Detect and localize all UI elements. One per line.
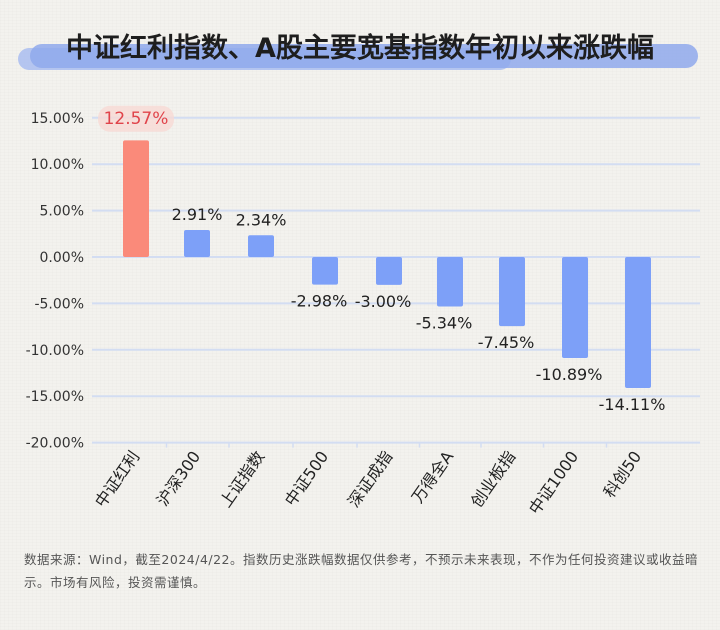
- chart-title: 中证红利指数、A股主要宽基指数年初以来涨跌幅: [66, 33, 654, 64]
- bar-科创50: [625, 257, 651, 388]
- value-label: -2.98%: [291, 292, 348, 311]
- source-footnote: 数据来源：Wind，截至2024/4/22。指数历史涨跌幅数据仅供参考，不预示未…: [24, 552, 699, 590]
- value-label: -3.00%: [355, 292, 412, 311]
- y-tick-label: -10.00%: [26, 343, 84, 359]
- x-category-label: 中证红利: [91, 447, 143, 510]
- x-category-label: 上证指数: [216, 447, 268, 510]
- y-tick-label: 0.00%: [40, 250, 84, 266]
- chart-title-block: 中证红利指数、A股主要宽基指数年初以来涨跌幅: [0, 0, 720, 80]
- value-label: -14.11%: [599, 395, 666, 414]
- x-category-label: 中证1000: [525, 447, 582, 517]
- bars: [123, 140, 651, 388]
- x-category-label: 万得全A: [408, 447, 457, 506]
- title-highlight-bar: [30, 44, 698, 68]
- y-axis: 15.00% 10.00% 5.00% 0.00% -5.00% -10.00% -15.0…: [26, 111, 84, 452]
- x-category-label: 深证成指: [344, 447, 396, 510]
- bar-上证指数: [248, 235, 274, 257]
- value-label: -10.89%: [536, 365, 603, 384]
- bar-沪深300: [184, 229, 210, 257]
- value-labels: 12.57% 2.91% 2.34% -2.98% -3.00%-5.34% -7.45%…: [98, 105, 666, 414]
- bar-中证红利: [123, 140, 149, 257]
- x-category-label: 沪深300: [153, 447, 204, 509]
- value-label: -5.34%: [416, 314, 473, 333]
- bar-深证成指: [376, 257, 402, 285]
- value-label: 2.91%: [172, 205, 223, 224]
- bar-chart: 15.00% 10.00% 5.00% 0.00% -5.00% -10.00% -15.0…: [26, 105, 700, 518]
- x-category-label: 中证500: [281, 447, 332, 509]
- bar-创业板指: [499, 257, 525, 327]
- value-label: 2.34%: [236, 210, 287, 229]
- y-tick-label: -20.00%: [26, 436, 84, 452]
- x-category-label: 创业板指: [467, 447, 519, 510]
- y-tick-label: 15.00%: [31, 111, 84, 127]
- x-axis: 中证红利 沪深300 上证指数 中证500 深证成指 万得全A 创业板指 中证1000 科创50: [91, 442, 646, 518]
- bar-万得全A: [437, 257, 463, 307]
- gridlines: [92, 116, 700, 444]
- y-tick-label: 10.00%: [31, 157, 84, 173]
- y-tick-label: -5.00%: [34, 296, 84, 312]
- bar-中证1000: [562, 257, 588, 359]
- bar-中证500: [312, 257, 338, 285]
- value-label: 12.57%: [104, 109, 169, 129]
- x-category-label: 科创50: [600, 447, 646, 501]
- y-tick-label: 5.00%: [40, 204, 84, 220]
- value-label: -7.45%: [478, 333, 535, 352]
- highlight-label-bg: [98, 105, 174, 132]
- y-tick-label: -15.00%: [26, 389, 84, 405]
